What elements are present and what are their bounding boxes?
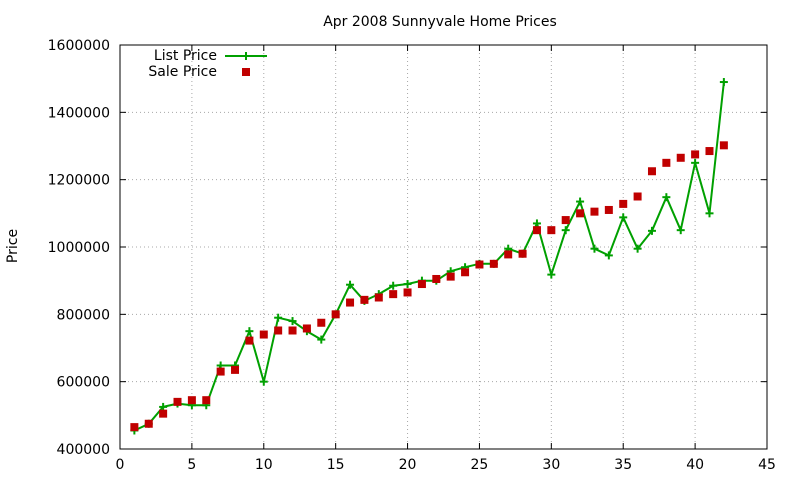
y-tick-label: 800000 bbox=[57, 307, 110, 323]
sale-price-point bbox=[360, 295, 369, 304]
x-tick-label: 30 bbox=[542, 457, 560, 473]
sale-price-point bbox=[187, 396, 196, 405]
sale-price-point bbox=[576, 209, 585, 218]
sale-price-point bbox=[259, 330, 268, 339]
x-tick-label: 35 bbox=[614, 457, 632, 473]
sale-price-point bbox=[604, 205, 613, 214]
legend-label-sale-price: Sale Price bbox=[148, 64, 217, 80]
sale-price-point bbox=[317, 318, 326, 327]
sale-price-point bbox=[705, 147, 714, 156]
list-price-point bbox=[604, 251, 613, 260]
y-tick-label: 400000 bbox=[57, 442, 110, 458]
axes: 0 5 10 15 20 25 30 35 40 45 400000 600000 800000 1000… bbox=[48, 38, 776, 473]
series-layer bbox=[130, 78, 728, 435]
sale-price-point bbox=[590, 207, 599, 216]
list-price-point bbox=[691, 158, 700, 167]
list-price-point bbox=[532, 219, 541, 228]
list-price-point bbox=[633, 244, 642, 253]
list-price-point bbox=[346, 280, 355, 289]
sale-price-point bbox=[173, 397, 182, 406]
list-price-point bbox=[259, 377, 268, 386]
list-price-point bbox=[288, 317, 297, 326]
sale-price-point bbox=[489, 259, 498, 268]
list-price-point bbox=[389, 281, 398, 290]
list-price-point bbox=[662, 193, 671, 202]
sale-price-point bbox=[619, 199, 628, 208]
sale-price-point bbox=[231, 365, 240, 374]
sale-price-point bbox=[561, 216, 570, 225]
sale-price-point bbox=[518, 249, 527, 258]
sale-price-point bbox=[302, 324, 311, 333]
sale-price-point bbox=[691, 150, 700, 159]
list-price-point bbox=[576, 197, 585, 206]
sale-price-point bbox=[374, 293, 383, 302]
list-price-point bbox=[705, 209, 714, 218]
plot-frame bbox=[119, 44, 768, 450]
list-price-point bbox=[719, 78, 728, 87]
y-tick-label: 600000 bbox=[57, 375, 110, 391]
sale-price-point bbox=[216, 367, 225, 376]
list-price-point bbox=[561, 226, 570, 235]
list-price-point bbox=[317, 335, 326, 344]
sale-price-point bbox=[346, 298, 355, 307]
sale-price-point bbox=[662, 158, 671, 167]
sale-price-point bbox=[475, 260, 484, 269]
x-tick-label: 40 bbox=[686, 457, 704, 473]
sale-price-point bbox=[159, 409, 168, 418]
sale-price-point bbox=[676, 153, 685, 162]
list-price-point bbox=[274, 313, 283, 322]
legend-label-list-price: List Price bbox=[154, 48, 217, 64]
list-price-point bbox=[159, 402, 168, 411]
x-tick-label: 20 bbox=[399, 457, 417, 473]
sale-price-point bbox=[288, 326, 297, 335]
sale-price-point bbox=[389, 290, 398, 299]
sale-price-point bbox=[719, 141, 728, 150]
y-tick-label: 1600000 bbox=[48, 38, 110, 54]
list-price-point bbox=[647, 226, 656, 235]
sale-price-point bbox=[647, 167, 656, 176]
list-price-point bbox=[676, 226, 685, 235]
list-price-point bbox=[547, 270, 556, 279]
sale-price-point bbox=[130, 423, 139, 432]
list-price-point bbox=[590, 244, 599, 253]
sale-price-point bbox=[547, 226, 556, 235]
list-price-point bbox=[245, 327, 254, 336]
sale-price-point bbox=[403, 288, 412, 297]
y-axis-label: Price bbox=[5, 229, 21, 263]
sale-price-point bbox=[532, 226, 541, 235]
x-tick-label: 0 bbox=[116, 457, 125, 473]
sale-price-point bbox=[202, 396, 211, 405]
chart-title: Apr 2008 Sunnyvale Home Prices bbox=[323, 14, 557, 30]
sale-price-point bbox=[144, 419, 153, 428]
sale-price-point bbox=[461, 268, 470, 277]
sale-price-point bbox=[274, 326, 283, 335]
sale-price-point bbox=[446, 272, 455, 281]
x-tick-label: 5 bbox=[187, 457, 196, 473]
x-tick-label: 25 bbox=[471, 457, 489, 473]
y-tick-label: 1400000 bbox=[48, 105, 110, 121]
sale-price-point bbox=[432, 274, 441, 283]
legend-swatch-sale-price bbox=[242, 68, 250, 76]
list-price-point bbox=[619, 213, 628, 222]
x-tick-label: 15 bbox=[327, 457, 345, 473]
grid bbox=[120, 45, 767, 449]
sale-price-point bbox=[504, 250, 513, 259]
list-price-point bbox=[403, 280, 412, 289]
y-tick-label: 1200000 bbox=[48, 173, 110, 189]
sale-price-point bbox=[417, 280, 426, 289]
list-price-line bbox=[133, 81, 725, 432]
sale-price-point bbox=[633, 192, 642, 201]
sale-price-point bbox=[331, 310, 340, 319]
x-tick-label: 10 bbox=[255, 457, 273, 473]
x-tick-label: 45 bbox=[758, 457, 776, 473]
sale-price-point bbox=[245, 336, 254, 345]
y-tick-label: 1000000 bbox=[48, 240, 110, 256]
